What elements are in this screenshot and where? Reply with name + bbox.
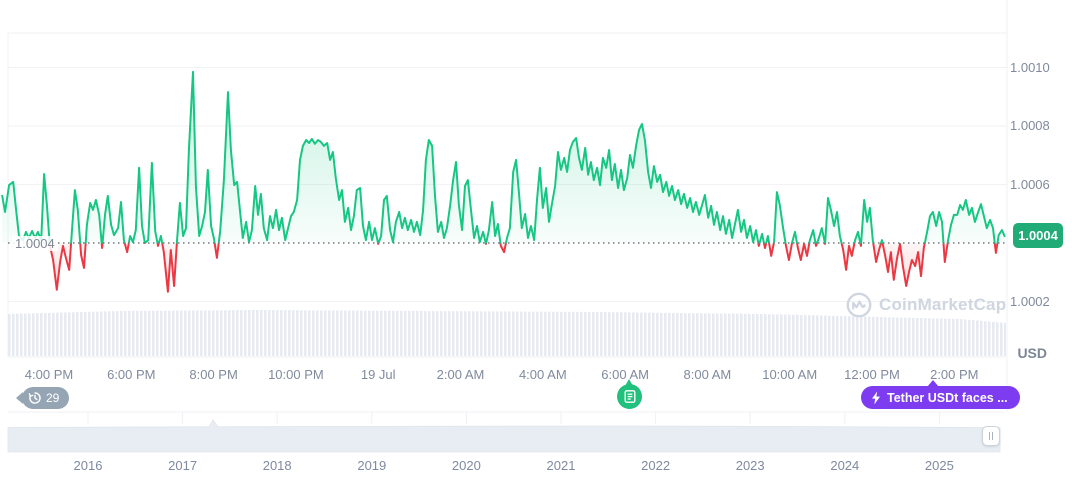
- x-axis-time-label: 2:00 AM: [436, 367, 485, 382]
- navigator-year-label: 2023: [735, 458, 765, 473]
- coinmarketcap-watermark: CoinMarketCap: [846, 292, 1006, 318]
- lightning-icon: [872, 391, 880, 404]
- x-axis-time-label: 6:00 PM: [107, 367, 156, 382]
- x-axis-time-label: 4:00 PM: [24, 367, 74, 382]
- x-axis-time-label: 6:00 AM: [601, 367, 649, 382]
- navigator-year-label: 2020: [451, 458, 481, 473]
- grid: [7, 0, 1008, 424]
- history-count-badge[interactable]: 29: [15, 387, 70, 409]
- volume-bars: [8, 310, 1006, 356]
- x-axis-time-label: 12:00 PM: [844, 367, 900, 382]
- currency-label: USD: [1017, 345, 1047, 361]
- navigator-year-label: 2019: [357, 458, 387, 473]
- history-count: 29: [46, 391, 60, 405]
- navigator-year-label: 2018: [262, 458, 292, 473]
- watermark-text: CoinMarketCap: [879, 295, 1007, 314]
- x-axis-time-label: 10:00 PM: [268, 367, 324, 382]
- y-axis-label: 1.0002: [1010, 293, 1050, 309]
- navigator-year-label: 2022: [641, 458, 671, 473]
- x-axis-time-label: 8:00 PM: [189, 367, 238, 382]
- navigator-year-label: 2021: [546, 458, 576, 473]
- coinmarketcap-logo-icon: [846, 292, 872, 318]
- news-document-icon: [624, 390, 636, 403]
- x-axis-time-label: 4:00 AM: [518, 367, 567, 382]
- y-axis-label: 1.0008: [1010, 118, 1050, 133]
- x-axis-time-label: 2:00 PM: [930, 367, 979, 382]
- navigator-mini-area[interactable]: [7, 419, 1001, 453]
- history-clock-icon: [28, 392, 41, 404]
- news-event-marker[interactable]: [617, 379, 642, 409]
- baseline-price-label: 1.0004: [12, 236, 58, 251]
- price-series: [1, 70, 1006, 293]
- x-axis-time-label: 19 Jul: [360, 367, 396, 382]
- navigator-year-label: 2017: [168, 458, 198, 473]
- news-headline-text: Tether USDt faces ...: [887, 390, 1008, 405]
- navigator-drag-handle[interactable]: [982, 426, 1000, 446]
- news-headline-badge[interactable]: Tether USDt faces ...: [861, 380, 1020, 409]
- current-price-badge: 1.0004: [1013, 223, 1063, 248]
- navigator-year-label: 2025: [924, 458, 954, 473]
- navigator-year-label: 2024: [830, 458, 860, 473]
- y-axis-label: 1.0006: [1010, 176, 1050, 192]
- y-axis-label: 1.0010: [1010, 59, 1050, 75]
- navigator-year-label: 2016: [73, 458, 103, 473]
- x-axis-time-label: 10:00 AM: [762, 367, 818, 382]
- x-axis-time-label: 8:00 AM: [683, 367, 732, 382]
